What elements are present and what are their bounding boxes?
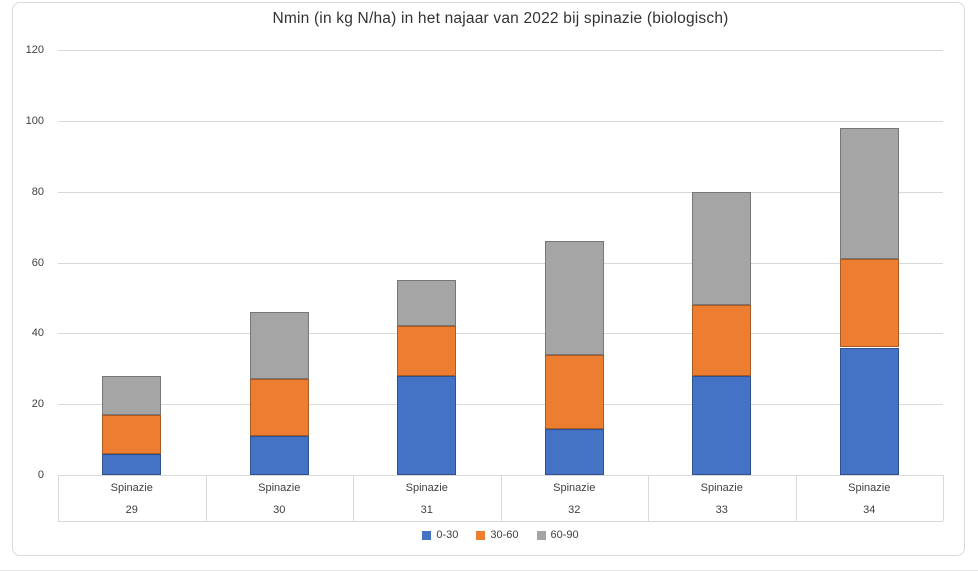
bar-segment-60-90 <box>839 127 899 259</box>
bar-segment-0-30 <box>839 347 899 475</box>
bar-segment-0-30 <box>397 375 457 475</box>
legend-label: 60-90 <box>550 529 579 541</box>
legend-swatch-icon <box>536 530 546 540</box>
category-divider <box>795 475 797 521</box>
gridline-120 <box>58 50 943 51</box>
y-tick-label-120: 120 <box>25 44 44 56</box>
gridline-80 <box>58 191 943 193</box>
legend-swatch-icon <box>422 530 432 540</box>
y-tick-label-60: 60 <box>31 256 44 269</box>
category-divider <box>58 475 59 521</box>
category-label-group: Spinazie <box>553 482 596 494</box>
bar-segment-60-90 <box>249 312 309 380</box>
y-tick-label-0: 0 <box>37 469 44 481</box>
bar-segment-60-90 <box>102 375 162 415</box>
category-label-group: Spinazie <box>258 482 301 494</box>
legend-item-30-60: 30-60 <box>476 529 519 541</box>
bar-segment-0-30 <box>692 375 752 475</box>
category-label-number: 32 <box>568 504 581 516</box>
y-tick-label-100: 100 <box>25 114 44 127</box>
bar-segment-30-60 <box>249 379 309 437</box>
chart-title: Nmin (in kg N/ha) in het najaar van 2022… <box>272 10 729 27</box>
bar-segment-30-60 <box>839 258 899 348</box>
category-divider <box>353 475 354 521</box>
category-label-group: Spinazie <box>700 482 743 494</box>
category-label-number: 33 <box>715 504 728 516</box>
bar-segment-30-60 <box>397 326 457 376</box>
category-label-number: 30 <box>273 504 286 516</box>
category-label-number: 29 <box>125 504 138 516</box>
gridline-100 <box>58 120 943 122</box>
bar-segment-0-30 <box>249 436 309 475</box>
chart-frame <box>12 2 965 556</box>
category-label-group: Spinazie <box>110 482 153 494</box>
legend-swatch-icon <box>476 530 486 540</box>
y-tick-label-80: 80 <box>31 185 44 198</box>
gridline-20 <box>58 404 943 406</box>
category-divider <box>943 475 944 521</box>
bar-segment-0-30 <box>102 453 162 475</box>
gridline-40 <box>58 333 943 335</box>
bar-segment-30-60 <box>102 414 162 454</box>
legend-item-60-90: 60-90 <box>536 529 579 541</box>
y-tick-label-40: 40 <box>31 327 44 340</box>
bar-segment-30-60 <box>692 305 752 376</box>
y-tick-label-20: 20 <box>31 398 44 411</box>
category-axis-bottom-line <box>58 521 943 522</box>
bar-segment-60-90 <box>544 241 604 355</box>
legend-label: 30-60 <box>490 529 519 541</box>
gridline-60 <box>58 262 943 264</box>
category-label-number: 31 <box>420 504 433 516</box>
legend-label: 0-30 <box>436 529 459 541</box>
bar-segment-0-30 <box>544 428 604 475</box>
category-divider <box>205 475 207 521</box>
category-label-group: Spinazie <box>405 482 448 494</box>
category-divider <box>500 475 502 521</box>
bar-segment-30-60 <box>544 354 604 429</box>
legend-item-0-30: 0-30 <box>422 529 458 541</box>
category-label-number: 34 <box>863 504 876 516</box>
bar-segment-60-90 <box>692 191 752 305</box>
category-label-group: Spinazie <box>848 482 891 494</box>
category-divider <box>648 475 649 521</box>
bar-segment-60-90 <box>397 280 457 327</box>
legend: 0-30 30-60 60-90 <box>58 529 943 541</box>
